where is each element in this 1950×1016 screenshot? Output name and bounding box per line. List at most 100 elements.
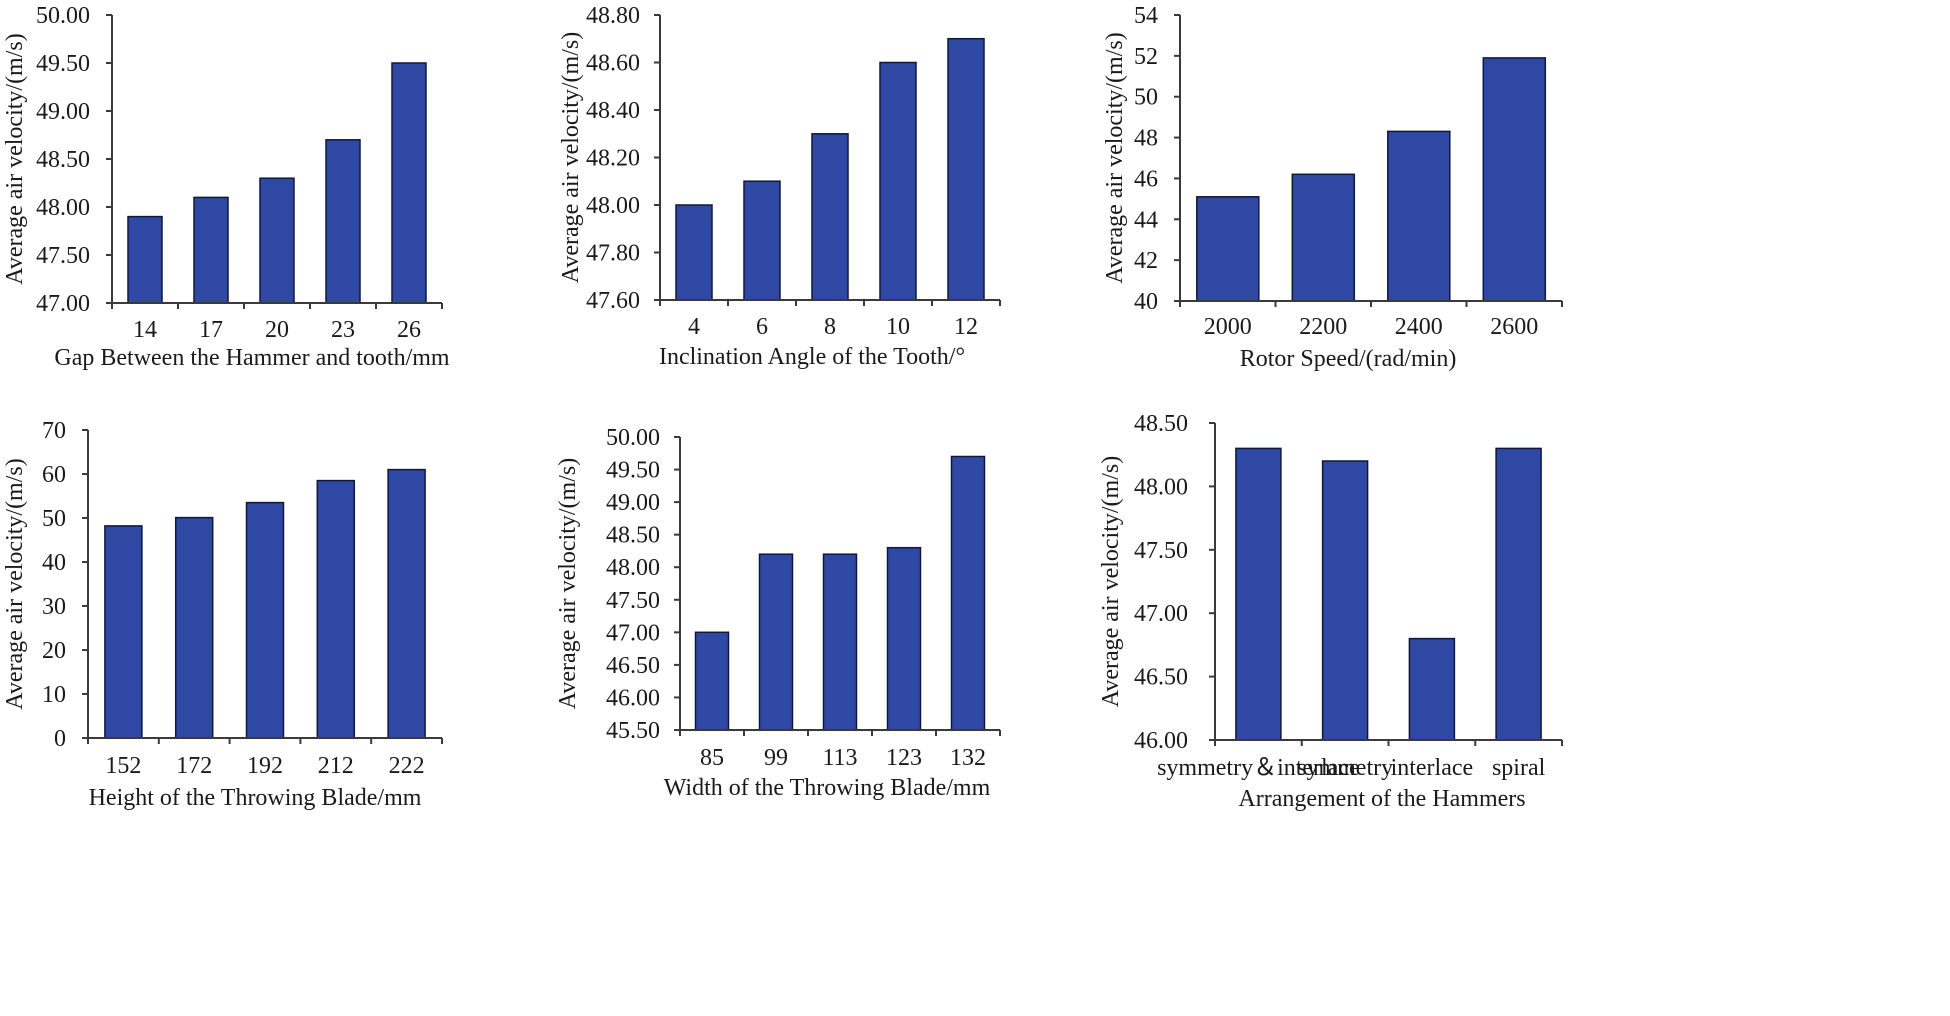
y-tick-label: 49.50 (606, 458, 660, 484)
bar-123 (886, 546, 922, 731)
chart-2: 47.60 47.80 48.00 48.20 48.40 48.60 48.80 4 6 8 10… (558, 3, 1001, 370)
y-tick-label: 49.00 (606, 490, 660, 516)
x-tick-label: 8 (824, 314, 836, 340)
y-tick-label: 40 (1134, 289, 1158, 315)
y-tick-label: 47.80 (586, 241, 640, 267)
y-tick-label: 20 (42, 638, 66, 664)
y-tick-label: 50.00 (606, 425, 660, 451)
bar-17 (193, 196, 229, 304)
bar-99 (758, 553, 794, 731)
chart-4: 0 10 20 30 40 50 60 70 152 172 192 212 222 Height of … (2, 418, 443, 811)
y-axis-title: Average air velocity/(m/s) (2, 33, 28, 284)
y-tick-label: 60 (42, 462, 66, 488)
bar-23 (325, 139, 361, 304)
y-tick-label: 48.50 (36, 147, 90, 173)
y-tick-label: 47.50 (606, 588, 660, 614)
y-tick-label: 48.00 (1134, 474, 1188, 500)
y-tick-label: 47.00 (606, 620, 660, 646)
y-axis-title: Average air velocity/(m/s) (2, 458, 28, 709)
bar-222 (387, 468, 426, 739)
bar-26 (391, 62, 427, 304)
x-tick-label: 17 (199, 317, 223, 343)
x-tick-label: 113 (822, 745, 857, 771)
bar-2000 (1196, 196, 1260, 302)
x-tick-label: 192 (247, 753, 283, 779)
x-tick-label: 23 (331, 317, 355, 343)
y-tick-label: 47.50 (36, 243, 90, 269)
x-tick-label: 4 (688, 314, 700, 340)
bar-192 (245, 501, 285, 739)
y-tick-label: 47.50 (1134, 538, 1188, 564)
y-tick-label: 52 (1134, 44, 1158, 70)
y-tick-label: 44 (1134, 207, 1158, 233)
x-tick-label: 2000 (1204, 314, 1252, 340)
chart-6: 46.00 46.50 47.00 47.50 48.00 48.50 symmetry＆i… (1098, 411, 1563, 812)
x-tick-label: 2600 (1490, 314, 1538, 340)
bar-2400 (1387, 130, 1451, 302)
x-tick-label: interlace (1391, 755, 1474, 781)
y-tick-label: 48.20 (586, 146, 640, 172)
y-tick-label: 54 (1134, 3, 1158, 29)
x-tick-label: spiral (1492, 755, 1546, 781)
x-tick-label: 10 (886, 314, 910, 340)
y-tick-label: 48.00 (606, 555, 660, 581)
x-tick-label: 2200 (1299, 314, 1347, 340)
x-axis-title: Rotor Speed/(rad/min) (1240, 346, 1457, 372)
x-tick-label: 12 (954, 314, 978, 340)
bar-spiral (1495, 447, 1542, 741)
bar-85 (694, 631, 730, 731)
y-tick-label: 47.60 (586, 288, 640, 314)
y-tick-label: 10 (42, 682, 66, 708)
chart-1: 47.00 47.50 48.00 48.50 49.00 49.50 50.00 14 17 2… (2, 3, 450, 371)
bar-10 (879, 61, 917, 301)
bar-2600 (1482, 57, 1547, 302)
x-tick-label: 172 (176, 753, 212, 779)
bar-6 (743, 180, 781, 301)
y-axis-title: Average air velocity/(m/s) (555, 458, 581, 709)
x-tick-label: 212 (318, 753, 354, 779)
chart-5: 45.50 46.00 46.50 47.00 47.50 48.00 48.50 49.00… (555, 425, 1001, 801)
y-tick-label: 30 (42, 594, 66, 620)
y-tick-label: 46.00 (1134, 728, 1188, 754)
y-tick-label: 47.00 (1134, 601, 1188, 627)
bar-14 (127, 215, 163, 304)
x-tick-label: 26 (397, 317, 421, 343)
x-tick-label: 222 (389, 753, 425, 779)
bar-12 (947, 37, 985, 301)
bar-212 (316, 479, 356, 739)
x-tick-label: 2400 (1395, 314, 1443, 340)
y-tick-label: 40 (42, 550, 66, 576)
y-tick-label: 47.00 (36, 291, 90, 317)
x-axis-title: Gap Between the Hammer and tooth/mm (54, 345, 450, 371)
y-tick-label: 48.80 (586, 3, 640, 29)
y-axis-title: Average air velocity/(m/s) (1102, 32, 1128, 283)
y-tick-label: 48 (1134, 126, 1158, 152)
y-tick-label: 50 (1134, 85, 1158, 111)
x-axis-title: Height of the Throwing Blade/mm (89, 785, 422, 811)
bar-2200 (1291, 173, 1356, 302)
x-axis-title: Arrangement of the Hammers (1238, 786, 1525, 812)
x-axis-title: Inclination Angle of the Tooth/° (659, 344, 965, 370)
y-tick-label: 42 (1134, 248, 1158, 274)
bar-8 (811, 133, 849, 301)
y-tick-label: 46.50 (606, 653, 660, 679)
y-tick-label: 46.00 (606, 685, 660, 711)
x-tick-label: 99 (764, 745, 788, 771)
x-tick-label: 20 (265, 317, 289, 343)
y-tick-label: 49.50 (36, 51, 90, 77)
x-tick-label: symmetry＆interlace (1157, 755, 1360, 781)
x-tick-label: symmetry (1297, 755, 1393, 781)
y-tick-label: 0 (54, 726, 66, 752)
x-tick-label: 6 (756, 314, 768, 340)
bar-symmetry (1321, 460, 1369, 741)
y-tick-label: 48.00 (586, 193, 640, 219)
x-axis-title: Width of the Throwing Blade/mm (664, 775, 991, 801)
bar-4 (675, 204, 713, 301)
bar-113 (822, 553, 858, 731)
y-tick-label: 46 (1134, 166, 1158, 192)
x-tick-label: 14 (133, 317, 157, 343)
y-tick-label: 48.50 (1134, 411, 1188, 437)
y-axis-title: Average air velocity/(m/s) (1098, 456, 1124, 707)
x-tick-label: 152 (105, 753, 141, 779)
bar-interlace (1408, 637, 1456, 741)
